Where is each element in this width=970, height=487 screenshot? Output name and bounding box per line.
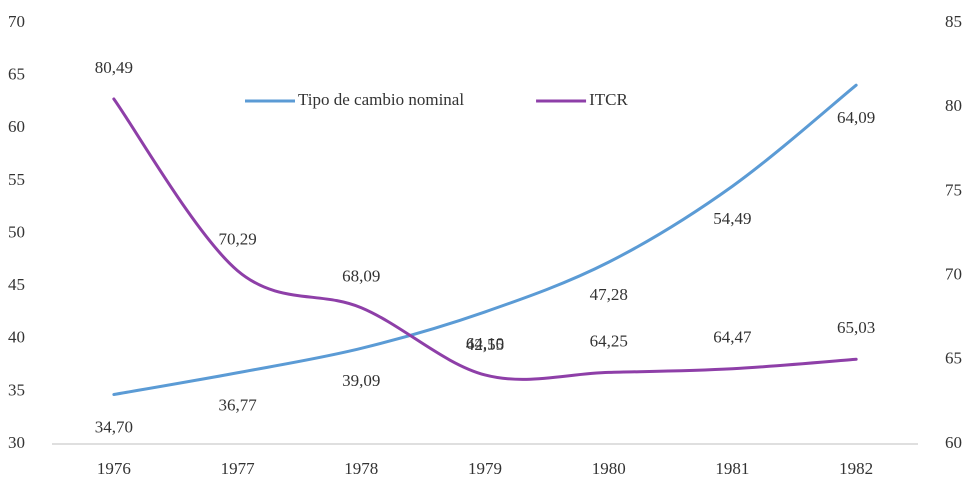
data-label: 64,25	[590, 331, 628, 350]
data-label: 64,09	[837, 108, 875, 127]
data-label: 68,09	[342, 267, 380, 286]
x-tick-label: 1979	[468, 459, 502, 478]
y2-tick-label: 85	[945, 12, 962, 31]
y2-tick-label: 80	[945, 96, 962, 115]
y-tick-label: 50	[8, 222, 25, 241]
y-tick-label: 30	[8, 433, 25, 452]
x-tick-label: 1982	[839, 459, 873, 478]
y2-tick-label: 65	[945, 349, 962, 368]
y2-tick-label: 75	[945, 180, 962, 199]
x-tick-label: 1980	[592, 459, 626, 478]
x-tick-label: 1977	[221, 459, 256, 478]
y-tick-label: 40	[8, 328, 25, 347]
legend-label: ITCR	[589, 90, 628, 109]
y-tick-label: 45	[8, 275, 25, 294]
y-tick-label: 35	[8, 380, 25, 399]
data-label: 42,55	[466, 335, 504, 354]
data-label: 65,03	[837, 318, 875, 337]
series-line	[112, 83, 858, 397]
data-label: 36,77	[218, 396, 257, 415]
y-tick-label: 65	[8, 65, 25, 84]
data-label: 64,47	[713, 328, 752, 347]
data-label: 34,70	[95, 417, 133, 436]
data-label: 80,49	[95, 58, 133, 77]
data-label: 70,29	[218, 230, 256, 249]
x-tick-label: 1976	[97, 459, 131, 478]
y2-tick-label: 70	[945, 265, 962, 284]
y-tick-label: 60	[8, 117, 25, 136]
legend-label: Tipo de cambio nominal	[298, 90, 464, 109]
data-label: 54,49	[713, 209, 751, 228]
data-label: 64,10	[466, 334, 504, 353]
x-tick-label: 1981	[715, 459, 749, 478]
x-tick-label: 1978	[344, 459, 378, 478]
data-label: 47,28	[590, 285, 628, 304]
y2-tick-label: 60	[945, 433, 962, 452]
data-label: 39,09	[342, 371, 380, 390]
y-tick-label: 70	[8, 12, 25, 31]
y-tick-label: 55	[8, 170, 25, 189]
series-line	[112, 97, 858, 381]
